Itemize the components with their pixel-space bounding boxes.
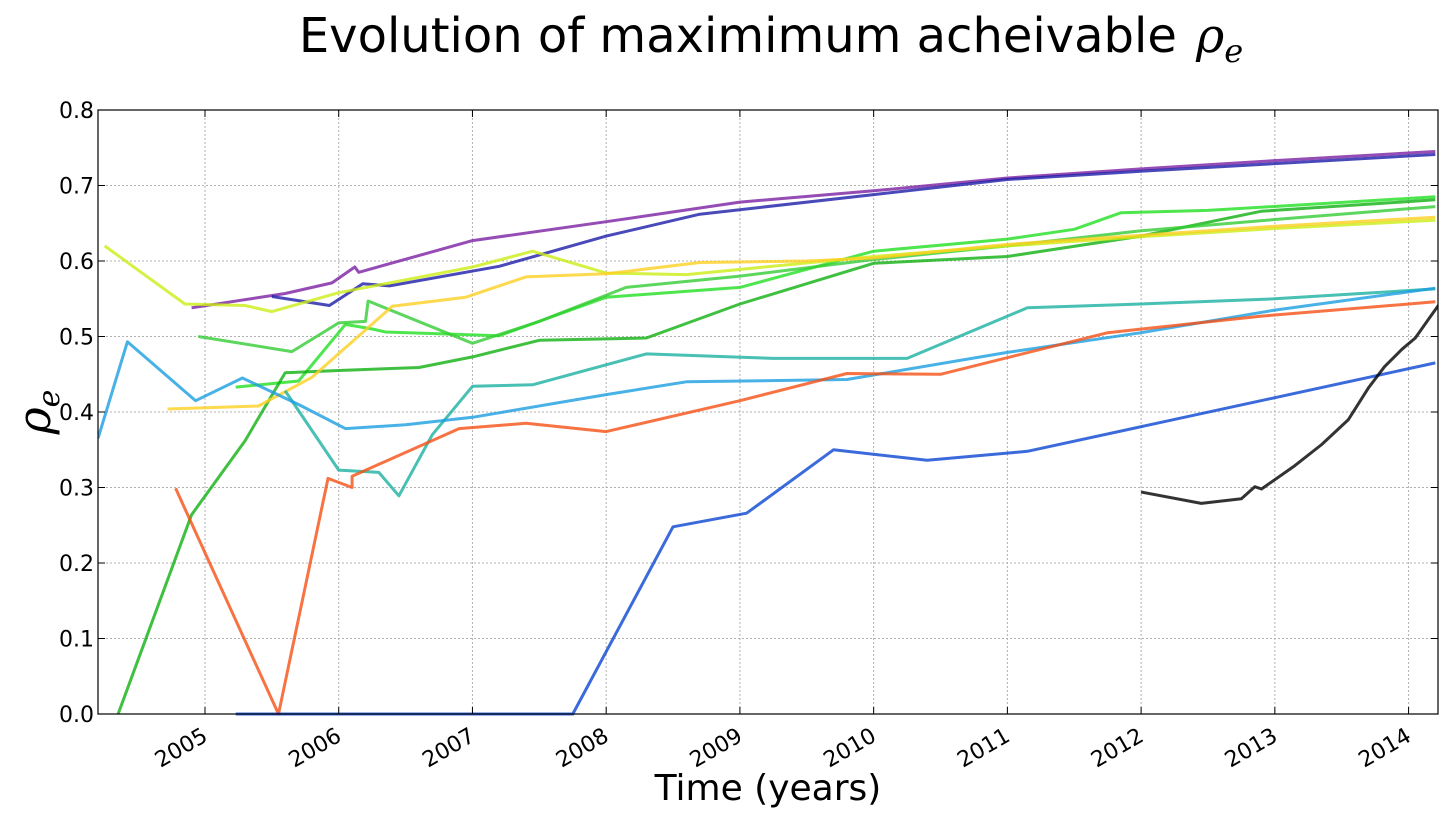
x-tick-label: 2006: [285, 724, 346, 774]
y-tick-label: 0.4: [59, 401, 94, 426]
series-line-4: [116, 198, 1436, 715]
x-tick-label: 2011: [953, 724, 1014, 774]
y-tick-label: 0.1: [59, 628, 94, 653]
x-tick-label: 2008: [552, 724, 613, 774]
series-group: [98, 150, 1438, 716]
x-tick-label: 2005: [151, 724, 212, 774]
y-tick-label: 0.5: [59, 326, 94, 351]
series-line-1: [191, 150, 1436, 310]
y-tick-label: 0.0: [59, 703, 94, 728]
y-tick-label: 0.8: [59, 99, 94, 124]
series-line-11: [235, 361, 1436, 716]
series-line-9: [98, 286, 1436, 439]
chart-title: Evolution of maximimum acheivable ρe: [299, 8, 1243, 70]
series-line-8: [283, 287, 1436, 498]
x-tick-label: 2009: [686, 724, 747, 774]
y-tick-label: 0.3: [59, 477, 94, 502]
series-line-6: [103, 218, 1436, 314]
x-tick-label: 2007: [418, 724, 479, 774]
series-line-7: [167, 215, 1436, 411]
x-tick-label: 2014: [1355, 724, 1416, 774]
y-axis-label: ρe: [7, 390, 67, 436]
series-line-10: [174, 300, 1436, 716]
series-line-12: [1140, 303, 1438, 505]
y-tick-label: 0.7: [59, 175, 94, 200]
x-tick-label: 2012: [1087, 724, 1148, 774]
series-line-5: [198, 205, 1436, 354]
x-tick-label: 2013: [1221, 724, 1282, 774]
y-tick-label: 0.6: [59, 250, 94, 275]
series-line-3: [235, 195, 1436, 389]
x-tick-label: 2010: [820, 724, 881, 774]
series-line-2: [271, 153, 1436, 307]
y-tick-label: 0.2: [59, 552, 94, 577]
x-axis-label: Time (years): [654, 768, 882, 809]
